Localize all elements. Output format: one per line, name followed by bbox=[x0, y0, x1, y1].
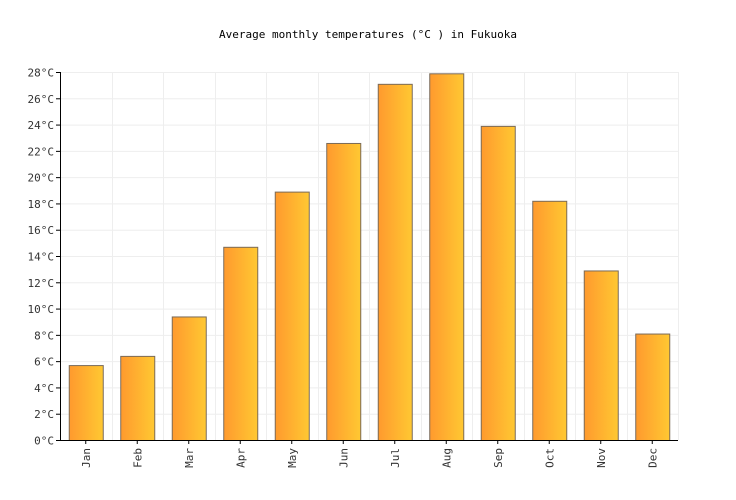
bar-jul bbox=[377, 83, 413, 441]
x-tick-label: Aug bbox=[440, 448, 453, 468]
y-tick-label: 20°C bbox=[28, 172, 55, 185]
x-tick-label: Oct bbox=[543, 448, 556, 468]
x-tick-label: Jan bbox=[80, 448, 93, 468]
y-tick-label: 6°C bbox=[34, 356, 54, 369]
x-tick-label: Dec bbox=[646, 448, 659, 468]
bars bbox=[68, 73, 671, 442]
y-tick-label: 4°C bbox=[34, 382, 54, 395]
bar-mar bbox=[171, 316, 207, 442]
bar-feb bbox=[120, 355, 156, 441]
y-tick-label: 24°C bbox=[28, 119, 55, 132]
bar-jan bbox=[68, 365, 104, 442]
bar-oct bbox=[532, 200, 568, 441]
y-tick-label: 0°C bbox=[34, 435, 54, 448]
x-tick-label: Nov bbox=[595, 448, 608, 468]
axes bbox=[56, 72, 678, 444]
x-tick-label: May bbox=[286, 448, 299, 468]
tick-labels: 0°C 2°C 4°C 6°C 8°C 10°C 12°C 14°C 16°C 18°C 20°C 2… bbox=[28, 67, 660, 468]
y-tick-label: 22°C bbox=[28, 145, 55, 158]
bar-nov bbox=[583, 270, 619, 442]
bar-dec bbox=[635, 333, 671, 441]
x-tick-label: Jul bbox=[389, 448, 402, 468]
x-tick-label: Sep bbox=[492, 448, 505, 468]
y-tick-label: 28°C bbox=[28, 67, 55, 80]
x-tick-label: Mar bbox=[183, 448, 196, 468]
bar-may bbox=[274, 191, 310, 441]
y-tick-label: 26°C bbox=[28, 93, 55, 106]
x-tick-label: Apr bbox=[234, 448, 247, 468]
x-tick-label: Feb bbox=[131, 448, 144, 468]
y-tick-label: 2°C bbox=[34, 408, 54, 421]
y-tick-label: 12°C bbox=[28, 277, 55, 290]
y-tick-label: 10°C bbox=[28, 303, 55, 316]
x-tick-label: Jun bbox=[337, 448, 350, 468]
y-tick-label: 18°C bbox=[28, 198, 55, 211]
bar-aug bbox=[429, 73, 465, 441]
y-tick-label: 8°C bbox=[34, 329, 54, 342]
chart-title: Average monthly temperatures (°C ) in Fu… bbox=[218, 28, 517, 41]
bar-apr bbox=[223, 246, 259, 441]
y-tick-label: 14°C bbox=[28, 251, 55, 264]
bar-jun bbox=[326, 142, 362, 441]
bar-sep bbox=[480, 125, 516, 441]
y-tick-label: 16°C bbox=[28, 224, 55, 237]
